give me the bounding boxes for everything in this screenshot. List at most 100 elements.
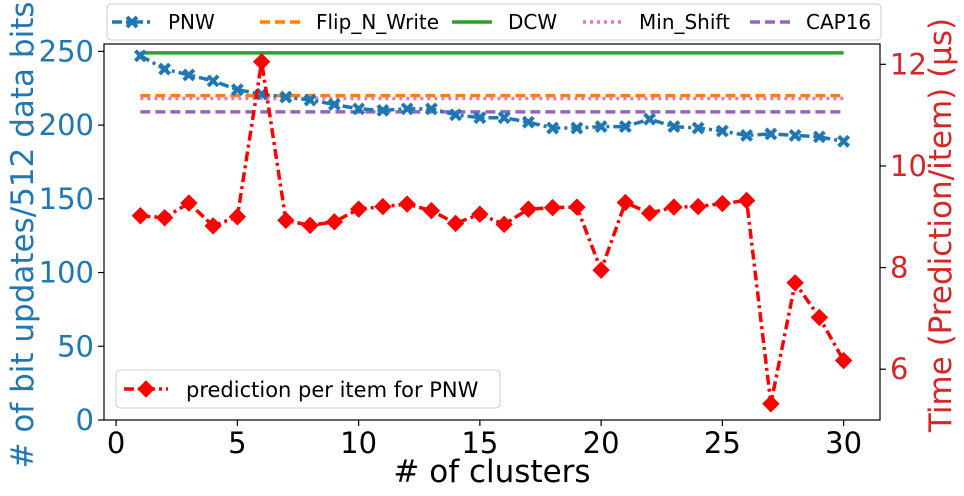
- y-tick-label: 0: [76, 403, 94, 437]
- data-point-pnw: [618, 120, 632, 133]
- x-tick-label: 15: [461, 426, 498, 460]
- legend-top-box: [106, 3, 882, 41]
- data-point-pnw: [303, 93, 317, 107]
- data-point-prediction-per-item-for-pnw: [180, 194, 198, 212]
- data-point-prediction-per-item-for-pnw: [471, 205, 489, 223]
- left-axis-label: # of bit updates/512 data bits: [5, 2, 41, 469]
- x-axis-label: # of clusters: [393, 454, 590, 490]
- data-point-prediction-per-item-for-pnw: [834, 351, 853, 370]
- data-point-prediction-per-item-for-pnw: [495, 215, 513, 234]
- y-tick-label: 250: [39, 34, 94, 68]
- series-layer: [131, 49, 853, 413]
- data-point-pnw: [837, 134, 851, 148]
- legend-label: PNW: [168, 10, 215, 34]
- y-tick-label: 50: [57, 329, 94, 363]
- data-point-pnw: [376, 103, 390, 117]
- data-point-prediction-per-item-for-pnw: [301, 216, 319, 235]
- data-point-prediction-per-item-for-pnw: [592, 261, 610, 279]
- data-point-pnw: [667, 120, 681, 133]
- data-point-pnw: [230, 83, 244, 97]
- right-axis-label: Time (Prediction/item) (μs): [923, 18, 959, 433]
- plot-border: [103, 43, 881, 421]
- data-point-prediction-per-item-for-pnw: [737, 191, 756, 210]
- data-point-prediction-per-item-for-pnw: [277, 211, 295, 230]
- legend-label: Min_Shift: [639, 10, 730, 34]
- legend-label: prediction per item for PNW: [186, 378, 479, 402]
- legend-bottom-entry: prediction per item for PNW: [124, 378, 479, 402]
- data-point-prediction-per-item-for-pnw: [422, 201, 441, 220]
- left-axis-ticks: 0 50 100 150 200 250: [39, 34, 104, 437]
- data-point-pnw: [182, 68, 196, 82]
- legend-label: DCW: [508, 10, 557, 34]
- x-tick-label: 20: [583, 426, 620, 460]
- x-tick-label: 30: [825, 426, 862, 460]
- data-point-prediction-per-item-for-pnw: [155, 209, 174, 227]
- data-point-pnw: [643, 112, 657, 126]
- data-point-pnw: [158, 62, 172, 76]
- x-tick-label: 0: [107, 426, 125, 460]
- legend-top-entry: Flip_N_Write: [260, 10, 439, 34]
- y-tick-label: 100: [39, 256, 94, 290]
- data-point-prediction-per-item-for-pnw: [689, 197, 707, 216]
- legend-label: Flip_N_Write: [316, 10, 439, 34]
- data-point-prediction-per-item-for-pnw: [325, 213, 344, 231]
- data-point-prediction-per-item-for-pnw: [204, 217, 222, 235]
- data-point-pnw: [764, 127, 778, 141]
- y2-tick-label: 8: [890, 251, 908, 285]
- legend-bottom-box: [115, 369, 501, 409]
- y-tick-label: 200: [39, 108, 94, 142]
- data-point-pnw: [206, 74, 220, 88]
- data-point-prediction-per-item-for-pnw: [713, 194, 732, 213]
- data-point-prediction-per-item-for-pnw: [446, 214, 465, 233]
- data-point-pnw: [812, 130, 826, 144]
- legend-marker: [137, 380, 155, 398]
- data-point-pnw: [424, 102, 438, 116]
- data-point-pnw: [546, 121, 560, 135]
- data-point-prediction-per-item-for-pnw: [616, 193, 635, 212]
- data-point-prediction-per-item-for-pnw: [398, 195, 416, 213]
- data-point-pnw: [691, 121, 705, 135]
- data-point-pnw: [133, 49, 147, 63]
- legend-top-entry: Min_Shift: [583, 10, 730, 34]
- data-point-prediction-per-item-for-pnw: [228, 208, 247, 226]
- data-point-pnw: [497, 111, 511, 125]
- right-axis-ticks: 6 8 10 12: [880, 47, 927, 386]
- legend-top: PNW Flip_N_Write DCW Min_Shift CAP16: [106, 3, 882, 41]
- data-point-prediction-per-item-for-pnw: [786, 274, 804, 292]
- legend-bottom: prediction per item for PNW: [115, 369, 501, 409]
- data-point-prediction-per-item-for-pnw: [810, 308, 829, 327]
- legend-label: CAP16: [806, 10, 871, 34]
- data-point-pnw: [594, 120, 608, 133]
- series-line-pnw: [139, 54, 844, 144]
- x-tick-label: 25: [704, 426, 741, 460]
- data-point-pnw: [788, 129, 802, 142]
- data-point-pnw: [740, 129, 754, 142]
- data-point-pnw: [352, 102, 366, 116]
- data-point-prediction-per-item-for-pnw: [252, 53, 271, 71]
- y2-tick-label: 6: [890, 352, 908, 386]
- data-point-prediction-per-item-for-pnw: [374, 197, 392, 216]
- data-point-prediction-per-item-for-pnw: [762, 395, 780, 413]
- legend-top-entry: PNW: [112, 10, 215, 34]
- legend-top-entry: CAP16: [750, 10, 871, 34]
- data-point-pnw: [327, 98, 341, 111]
- data-point-prediction-per-item-for-pnw: [568, 198, 586, 216]
- data-point-prediction-per-item-for-pnw: [131, 207, 150, 225]
- x-tick-label: 5: [228, 426, 246, 460]
- data-point-prediction-per-item-for-pnw: [349, 200, 368, 218]
- x-axis-ticks: 0 5 10 15 20 25 30: [107, 420, 862, 460]
- data-point-pnw: [279, 90, 293, 104]
- legend-marker: [125, 15, 139, 29]
- data-point-pnw: [570, 121, 584, 135]
- plot-frame: [103, 43, 881, 421]
- data-point-pnw: [473, 111, 487, 125]
- data-point-prediction-per-item-for-pnw: [640, 204, 659, 222]
- data-point-prediction-per-item-for-pnw: [519, 200, 538, 218]
- y2-tick-label: 10: [890, 149, 927, 183]
- x-tick-label: 10: [340, 426, 377, 460]
- data-point-pnw: [449, 108, 463, 122]
- data-point-prediction-per-item-for-pnw: [543, 198, 562, 217]
- legend-top-entry: DCW: [452, 10, 557, 34]
- y-tick-label: 150: [39, 182, 94, 216]
